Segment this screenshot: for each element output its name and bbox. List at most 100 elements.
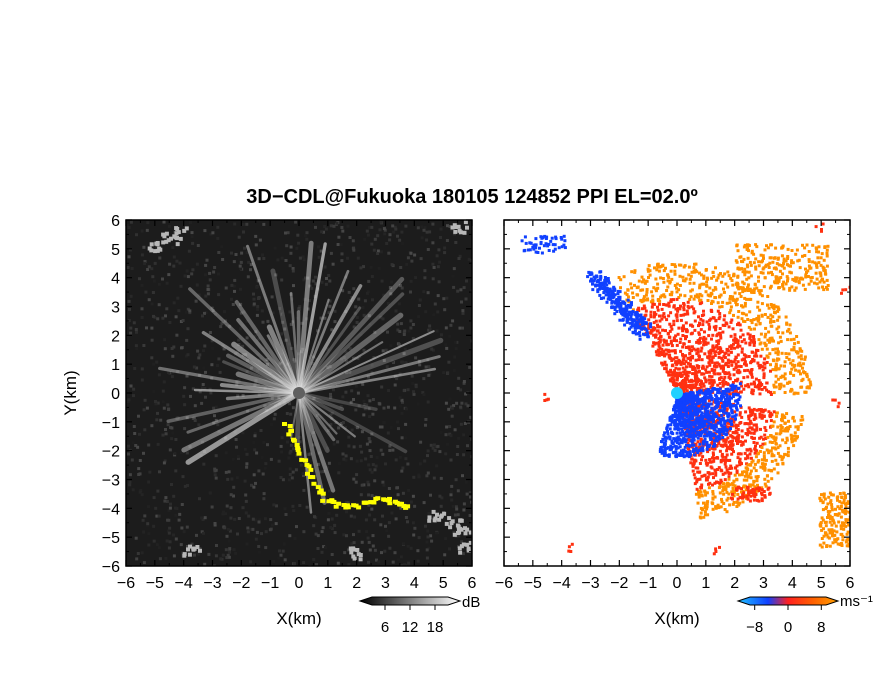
positive-velocity-cell bbox=[677, 367, 681, 371]
negative-velocity-cell bbox=[638, 334, 642, 338]
negative-velocity-cell bbox=[681, 437, 685, 441]
positive-velocity-cell bbox=[711, 502, 715, 506]
clutter-cell bbox=[465, 225, 469, 230]
positive-velocity-cell bbox=[715, 361, 719, 365]
positive-velocity-cell bbox=[665, 303, 669, 307]
noise-speck bbox=[288, 402, 291, 406]
negative-velocity-cell bbox=[723, 392, 726, 396]
positive-velocity-cell bbox=[733, 346, 736, 350]
noise-speck bbox=[461, 552, 465, 556]
positive-velocity-cell bbox=[701, 366, 704, 370]
noise-speck bbox=[442, 371, 446, 375]
negative-velocity-cell bbox=[712, 432, 716, 436]
negative-velocity-cell bbox=[693, 423, 697, 427]
positive-velocity-cell bbox=[672, 378, 676, 382]
positive-velocity-cell bbox=[731, 443, 735, 447]
positive-velocity-cell bbox=[745, 478, 749, 482]
positive-velocity-cell bbox=[712, 364, 716, 368]
positive-velocity-cell bbox=[701, 382, 705, 386]
positive-velocity-cell bbox=[654, 287, 658, 291]
negative-velocity-cell bbox=[721, 390, 725, 393]
positive-velocity-cell bbox=[767, 390, 770, 394]
noise-speck bbox=[225, 534, 229, 538]
noise-speck bbox=[355, 426, 359, 430]
noise-speck bbox=[421, 391, 425, 395]
noise-speck bbox=[444, 433, 448, 437]
positive-velocity-cell bbox=[723, 372, 727, 375]
positive-velocity-cell bbox=[733, 473, 737, 477]
positive-velocity-cell bbox=[647, 264, 651, 268]
noise-speck bbox=[377, 266, 381, 270]
noise-speck bbox=[351, 378, 355, 382]
positive-velocity-cell bbox=[687, 265, 691, 269]
noise-speck bbox=[298, 440, 302, 444]
positive-velocity-cell bbox=[704, 290, 708, 294]
negative-velocity-cell bbox=[713, 442, 716, 446]
negative-velocity-cell bbox=[713, 412, 717, 416]
positive-velocity-cell bbox=[742, 485, 745, 489]
noise-speck bbox=[347, 563, 351, 566]
positive-velocity-cell bbox=[731, 327, 735, 331]
positive-velocity-cell bbox=[794, 368, 798, 372]
positive-velocity-cell bbox=[666, 279, 670, 283]
high-reflectivity-cell bbox=[403, 505, 409, 510]
positive-velocity-cell bbox=[681, 279, 685, 283]
positive-velocity-cell bbox=[625, 293, 629, 297]
noise-speck bbox=[318, 416, 322, 420]
positive-velocity-cell bbox=[748, 310, 752, 314]
noise-speck bbox=[217, 251, 221, 254]
noise-speck bbox=[402, 542, 406, 546]
noise-speck bbox=[444, 537, 448, 541]
noise-speck bbox=[287, 478, 291, 482]
noise-speck bbox=[232, 494, 235, 498]
noise-speck bbox=[249, 366, 253, 370]
negative-velocity-cell bbox=[679, 433, 683, 437]
noise-speck bbox=[233, 289, 236, 293]
noise-speck bbox=[216, 225, 220, 229]
positive-velocity-cell bbox=[801, 418, 805, 422]
noise-speck bbox=[164, 496, 168, 500]
negative-velocity-cell bbox=[709, 402, 713, 406]
positive-velocity-cell bbox=[757, 451, 760, 455]
positive-velocity-cell bbox=[701, 323, 705, 327]
noise-speck bbox=[367, 483, 371, 487]
positive-velocity-cell bbox=[718, 414, 722, 418]
noise-speck bbox=[232, 284, 236, 288]
noise-speck bbox=[349, 400, 353, 404]
positive-velocity-cell bbox=[807, 378, 811, 382]
noise-speck bbox=[170, 437, 174, 441]
positive-velocity-cell bbox=[762, 454, 766, 458]
positive-velocity-cell bbox=[733, 333, 737, 337]
positive-velocity-cell bbox=[753, 341, 756, 344]
clutter-cell bbox=[174, 226, 179, 231]
noise-speck bbox=[432, 313, 436, 317]
positive-velocity-cell bbox=[801, 362, 805, 366]
positive-velocity-cell bbox=[724, 363, 728, 367]
clutter-cell bbox=[351, 554, 356, 559]
negative-velocity-cell bbox=[718, 430, 721, 434]
positive-velocity-cell bbox=[717, 317, 721, 321]
positive-velocity-cell bbox=[654, 333, 658, 337]
noise-speck bbox=[164, 428, 167, 431]
clutter-cell bbox=[427, 515, 432, 520]
positive-velocity-cell bbox=[718, 404, 722, 408]
noise-speck bbox=[373, 237, 377, 241]
noise-speck bbox=[265, 297, 269, 301]
noise-speck bbox=[326, 366, 330, 370]
positive-velocity-cell bbox=[702, 501, 705, 505]
positive-velocity-cell bbox=[700, 458, 703, 462]
noise-speck bbox=[397, 302, 401, 306]
noise-speck bbox=[269, 518, 273, 522]
clutter-cell bbox=[465, 542, 470, 547]
positive-velocity-cell bbox=[735, 469, 739, 473]
positive-velocity-cell bbox=[631, 291, 635, 295]
noise-speck bbox=[288, 534, 292, 538]
negative-velocity-cell bbox=[709, 394, 713, 398]
positive-velocity-cell bbox=[759, 465, 763, 469]
noise-speck bbox=[424, 418, 428, 421]
positive-velocity-cell bbox=[679, 304, 682, 308]
noise-speck bbox=[365, 229, 369, 233]
negative-velocity-cell bbox=[722, 403, 726, 406]
positive-velocity-cell bbox=[746, 422, 750, 426]
positive-velocity-cell bbox=[683, 264, 687, 268]
